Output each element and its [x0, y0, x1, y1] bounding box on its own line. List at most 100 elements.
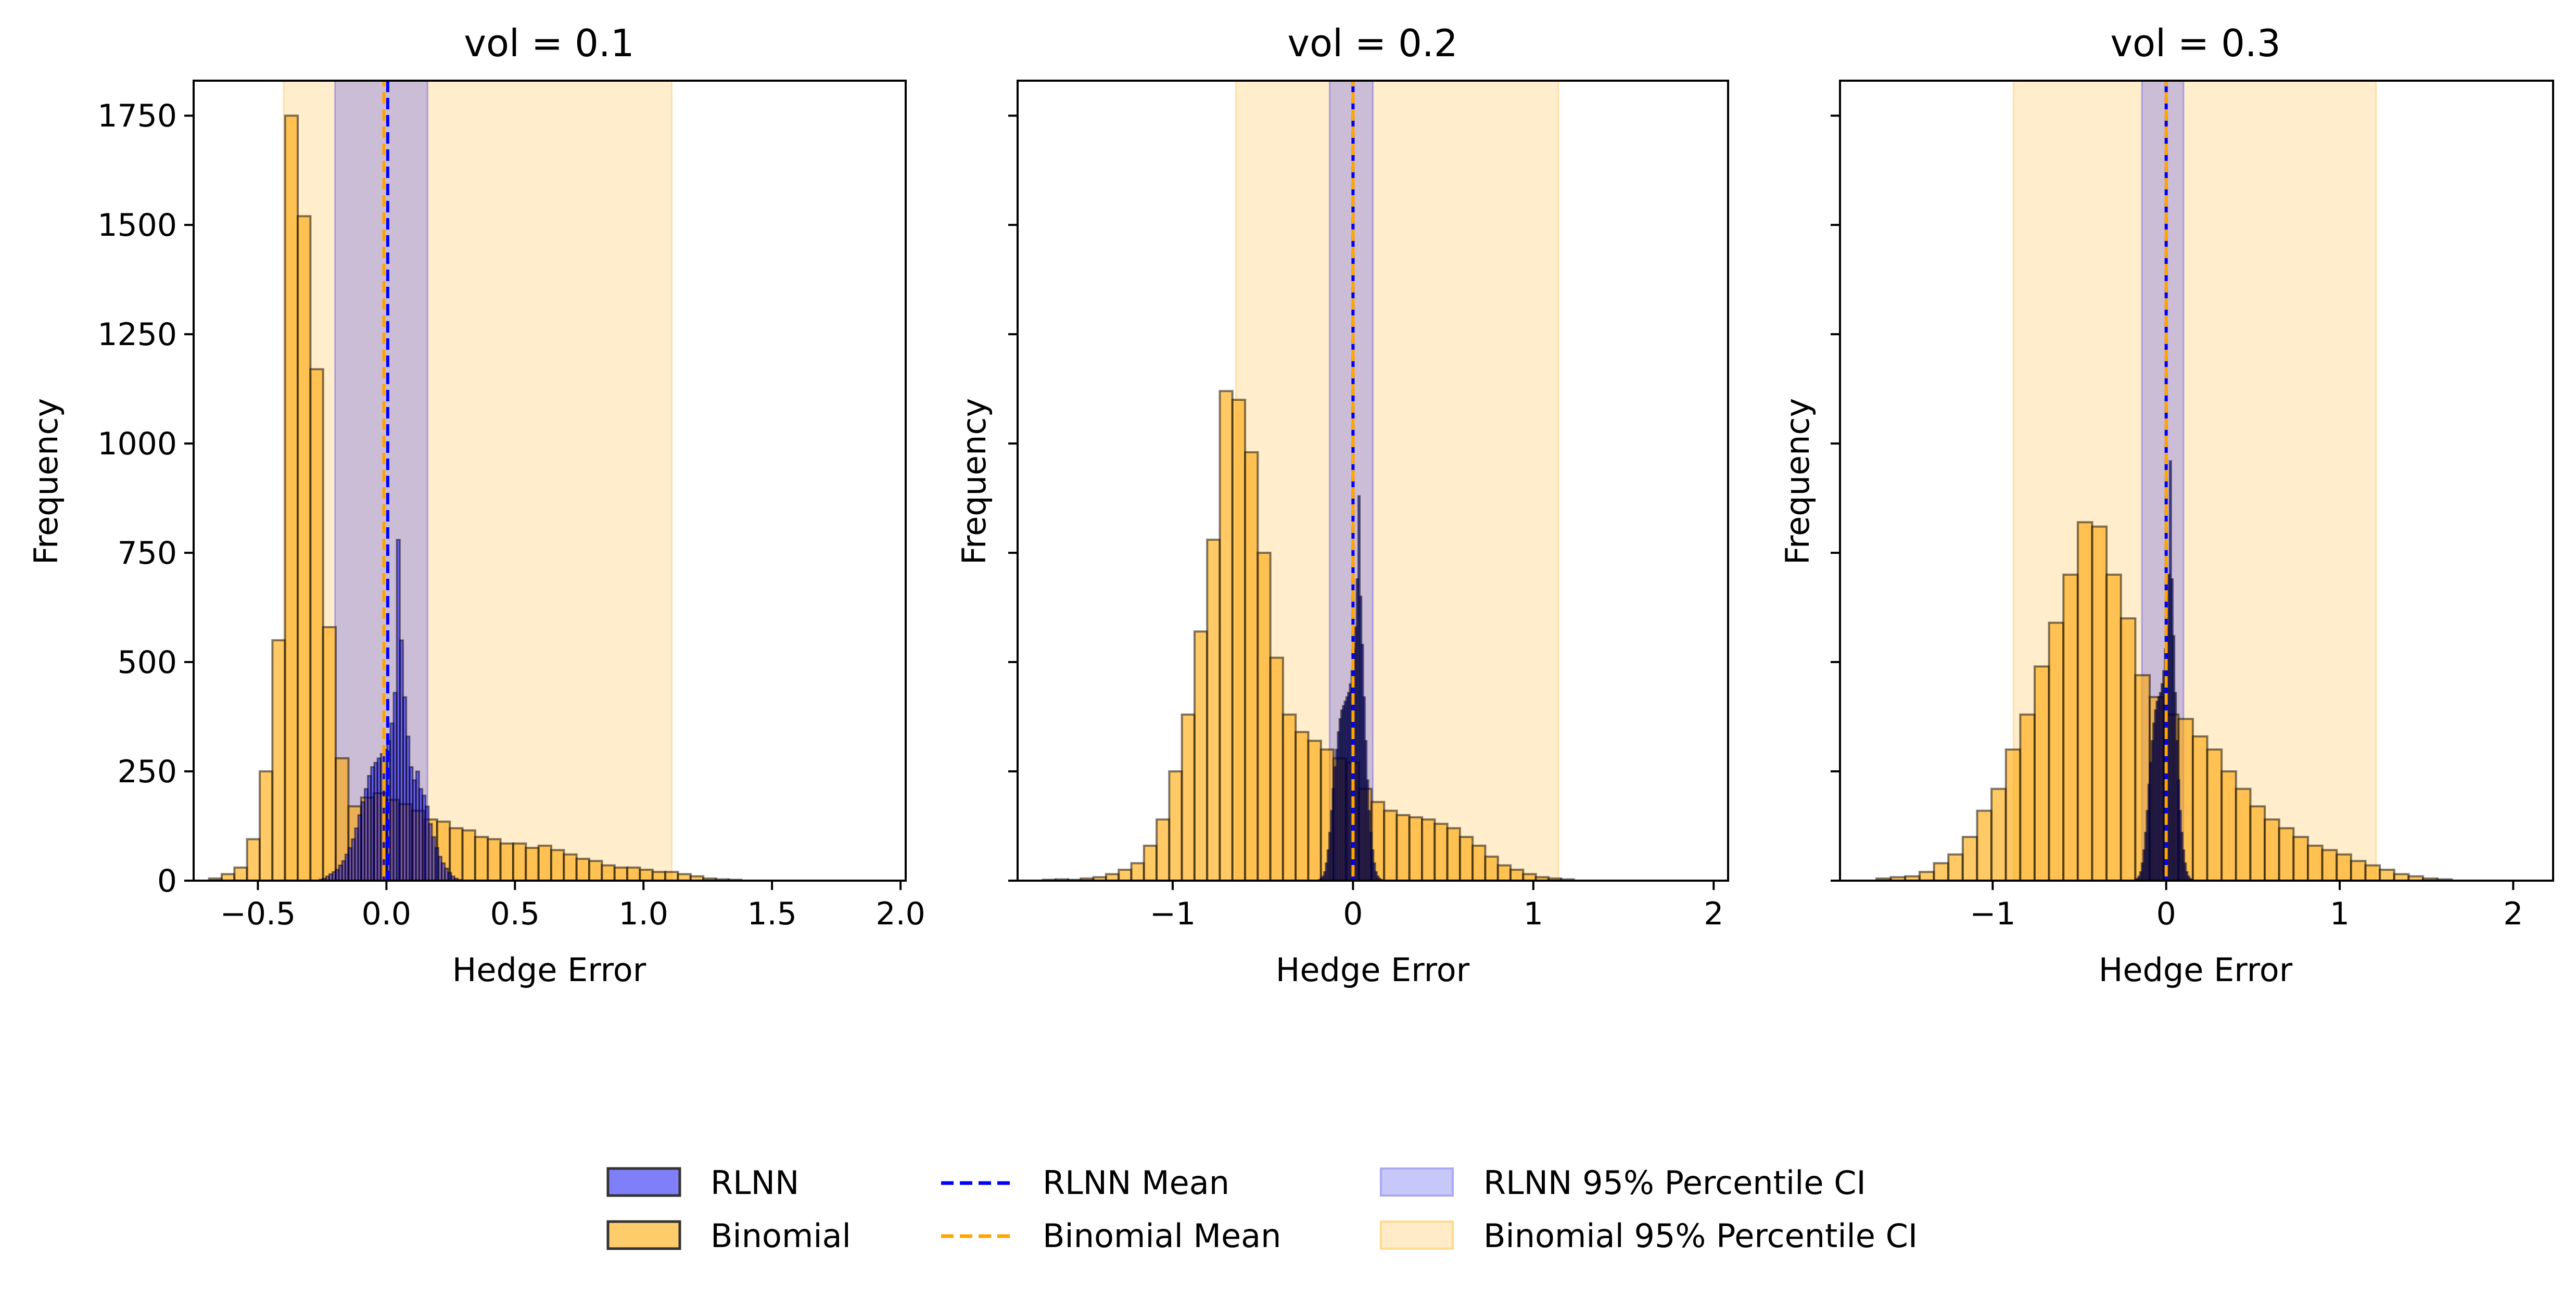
y-tick-label: 0 [157, 863, 177, 899]
panel-title: vol = 0.1 [464, 21, 634, 65]
binomial-bar [1961, 836, 1978, 881]
y-axis-label: Frequency [27, 398, 65, 565]
x-tick-label: −1 [1970, 896, 2015, 932]
legend-entry-rlnn-mean: RLNN Mean [941, 1164, 1229, 1202]
x-tick-label: 0.5 [490, 896, 540, 932]
y-tick-label: 750 [117, 535, 177, 571]
binomial-bar [1118, 869, 1133, 881]
x-tick-label: 2.0 [875, 896, 925, 932]
legend-swatch-binomial [606, 1220, 681, 1250]
binomial-bar [575, 858, 591, 881]
binomial-bar [1496, 864, 1512, 881]
legend-entry-binomial-mean: Binomial Mean [941, 1217, 1281, 1255]
x-tick-label: 2 [1704, 896, 1723, 932]
binomial-bar [2278, 827, 2295, 881]
x-axis-label: Hedge Error [2099, 951, 2293, 989]
binomial-bar [309, 368, 324, 881]
y-tick-label: 1750 [97, 98, 177, 134]
binomial-bar [2321, 849, 2338, 881]
binomial-bar [1231, 399, 1247, 881]
legend-label-binomial-ci: Binomial 95% Percentile CI [1483, 1217, 1918, 1255]
y-tick-label: 500 [117, 644, 177, 681]
binomial-bar [2336, 853, 2352, 881]
binomial-bar [461, 829, 476, 881]
binomial-bar [588, 860, 603, 881]
y-axis-label: Frequency [955, 398, 993, 565]
binomial-bar [2249, 805, 2266, 881]
legend-label-binomial-mean: Binomial Mean [1043, 1217, 1281, 1255]
binomial-bar [1130, 862, 1145, 881]
plot-content [208, 81, 743, 881]
y-tick-label: 250 [117, 754, 177, 790]
binomial-bar [1383, 809, 1398, 881]
legend-entry-binomial: Binomial [606, 1217, 851, 1255]
binomial-bar [1257, 552, 1272, 881]
binomial-bar [1156, 818, 1171, 881]
plot-content [1042, 81, 1575, 881]
plot-area: −1 0 1 2 [1831, 80, 2554, 932]
binomial-bar [2076, 521, 2093, 881]
binomial-bar [1509, 869, 1525, 881]
binomial-bar [2307, 844, 2324, 881]
binomial-bar [1181, 713, 1196, 881]
binomial-bar [626, 866, 641, 881]
binomial-bar [537, 844, 553, 881]
legend: RLNN Binomial RLNN Mean Binomial Mean RL… [606, 1164, 1918, 1255]
binomial-bar [1458, 836, 1474, 881]
axes-frame [1839, 80, 2554, 882]
binomial-bar [2292, 836, 2309, 881]
legend-label-rlnn: RLNN [710, 1164, 799, 1202]
x-tick-label: 0 [1343, 896, 1363, 932]
binomial-bar [601, 864, 616, 881]
binomial-bar [2120, 617, 2137, 881]
binomial-bar [1933, 862, 1950, 881]
y-tick-label: 1000 [97, 426, 177, 462]
panel-title: vol = 0.3 [2110, 21, 2280, 65]
binomial-bar [322, 626, 337, 881]
x-tick-label: 2 [2503, 896, 2523, 932]
legend-swatch-rlnn [606, 1167, 681, 1197]
binomial-bar [2004, 748, 2022, 881]
x-tick-label: 1.0 [619, 896, 668, 932]
binomial-bar [550, 849, 565, 881]
binomial-bar [2062, 574, 2079, 881]
x-tick-label: 1 [1524, 896, 1543, 932]
binomial-bar [613, 866, 629, 881]
binomial-bar [2105, 574, 2122, 881]
binomial-bar [1918, 871, 1935, 881]
binomial-bar [2019, 713, 2036, 881]
plot-area: −1 0 1 2 [1008, 80, 1729, 932]
binomial-bar [2264, 818, 2280, 881]
binomial-bar [1168, 770, 1183, 881]
binomial-bar [474, 836, 489, 881]
binomial-bar [246, 838, 261, 881]
binomial-bar [2091, 525, 2108, 881]
panel-vol-0.2: vol = 0.2 Hedge Error Frequency −1 0 1 2 [955, 21, 1729, 989]
y-tick-label: 1500 [97, 207, 177, 244]
binomial-bar [1976, 809, 1993, 881]
x-tick-label: 1.5 [747, 896, 796, 932]
legend-entry-rlnn: RLNN [606, 1164, 799, 1202]
binomial-bar [1433, 822, 1449, 881]
binomial-bar [2379, 869, 2395, 881]
legend-entry-rlnn-ci: RLNN 95% Percentile CI [1380, 1164, 1866, 1202]
binomial-bar [651, 871, 667, 881]
binomial-bar [284, 115, 299, 881]
x-tick-label: 1 [2330, 896, 2350, 932]
binomial-bar [664, 871, 679, 881]
legend-label-rlnn-mean: RLNN Mean [1043, 1164, 1229, 1202]
binomial-bar [2033, 665, 2050, 881]
binomial-bar [2220, 770, 2237, 881]
binomial-bar [1947, 853, 1964, 881]
x-tick-label: 0 [2156, 896, 2176, 932]
binomial-bar [1269, 656, 1284, 881]
binomial-bar [1244, 451, 1259, 881]
y-axis-label: Frequency [1779, 398, 1817, 565]
binomial-bar [2350, 860, 2367, 881]
plot-area: −0.5 0.0 0.5 1.0 1.5 2.0 0 250 500 750 1000 1250 150… [97, 80, 925, 932]
x-tick-label: −1 [1150, 896, 1196, 932]
binomial-bar [259, 770, 274, 881]
binomial-bar [1193, 630, 1209, 881]
binomial-bar [1446, 827, 1461, 881]
panel-title: vol = 0.2 [1287, 21, 1457, 65]
